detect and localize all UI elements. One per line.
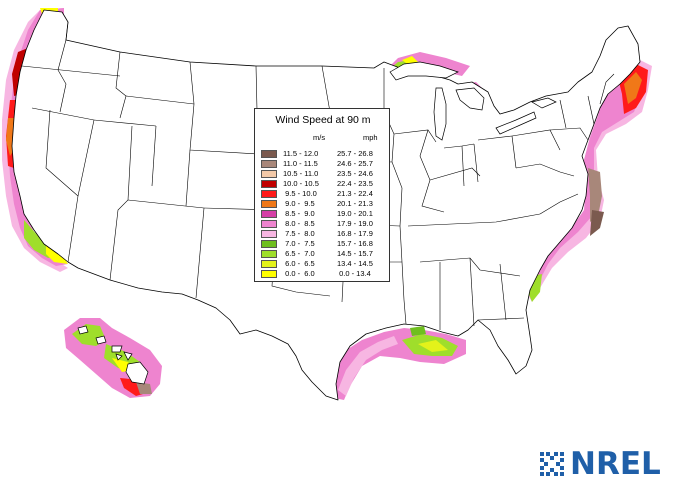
legend-mph-range: 16.8 - 17.9: [337, 229, 373, 238]
legend-swatch: [261, 270, 277, 278]
midatlantic-brown: [588, 168, 602, 222]
nc-brown: [590, 210, 604, 236]
legend-mph-range: 23.5 - 24.6: [337, 169, 373, 178]
legend-ms-range: 6.5 - 7.0: [283, 249, 315, 258]
legend-swatch: [261, 250, 277, 258]
legend-row: 6.5 - 7.0 14.5 - 15.7: [261, 249, 387, 259]
legend-ms-range: 8.0 - 8.5: [283, 219, 315, 228]
legend-ms-range: 8.5 - 9.0: [283, 209, 315, 218]
legend-mph-range: 24.6 - 25.7: [337, 159, 373, 168]
great-lakes: [389, 61, 557, 141]
legend-ms-range: 0.0 - 6.0: [283, 269, 315, 278]
legend-ms-range: 11.5 - 12.0: [283, 149, 319, 158]
nrel-grid-icon: [540, 452, 564, 476]
legend-ms-range: 11.0 - 11.5: [283, 159, 318, 168]
lake-ontario: [531, 97, 557, 109]
lake-huron: [455, 87, 485, 111]
legend-row: 10.0 - 10.5 22.4 - 23.5: [261, 179, 387, 189]
legend-swatch: [261, 210, 277, 218]
lake-erie: [495, 111, 537, 135]
gulf-light: [338, 336, 398, 396]
legend-swatch: [261, 260, 277, 268]
legend-ms-range: 7.5 - 8.0: [283, 229, 315, 238]
legend-ms-range: 10.5 - 11.0: [283, 169, 319, 178]
legend-ms-range: 7.0 - 7.5: [283, 239, 315, 248]
legend-row: 8.0 - 8.5 17.9 - 19.0: [261, 219, 387, 229]
legend-row: 8.5 - 9.0 19.0 - 20.1: [261, 209, 387, 219]
legend-row: 0.0 - 6.0 0.0 - 13.4: [261, 269, 387, 279]
legend-row: 11.0 - 11.5 24.6 - 25.7: [261, 159, 387, 169]
legend-mph-range: 0.0 - 13.4: [337, 269, 371, 278]
louisiana-yellowgreen: [418, 340, 448, 352]
legend-row: 9.0 - 9.5 20.1 - 21.3: [261, 199, 387, 209]
legend-ms-range: 10.0 - 10.5: [283, 179, 319, 188]
legend-row: 11.5 - 12.0 25.7 - 26.8: [261, 149, 387, 159]
legend-mph-range: 13.4 - 14.5: [337, 259, 373, 268]
legend-mph-range: 22.4 - 23.5: [337, 179, 373, 188]
hawaii-islands: [77, 325, 149, 385]
legend-ms-range: 6.0 - 6.5: [283, 259, 315, 268]
legend-swatch: [261, 150, 277, 158]
legend-unit-ms: m/s: [313, 133, 326, 142]
legend-swatch: [261, 240, 277, 248]
legend-row: 7.0 - 7.5 15.7 - 16.8: [261, 239, 387, 249]
legend-mph-range: 17.9 - 19.0: [337, 219, 373, 228]
gulf-of-maine-orange: [624, 72, 642, 104]
northeast-pink: [532, 66, 644, 292]
legend-row: 7.5 - 8.0 16.8 - 17.9: [261, 229, 387, 239]
lake-superior: [389, 61, 459, 81]
lake-michigan: [433, 87, 447, 141]
legend-ms-range: 9.5 - 10.0: [283, 189, 317, 198]
legend-swatch: [261, 220, 277, 228]
mississippi-green: [410, 326, 426, 336]
nrel-logo: NREL: [540, 446, 675, 482]
legend-swatch: [261, 170, 277, 178]
legend-ms-range: 9.0 - 9.5: [283, 199, 315, 208]
legend-swatch: [261, 180, 277, 188]
legend-mph-range: 21.3 - 22.4: [337, 189, 373, 198]
legend-swatch: [261, 230, 277, 238]
legend-swatch: [261, 190, 277, 198]
legend-row: 9.5 - 10.0 21.3 - 22.4: [261, 189, 387, 199]
legend-row: 10.5 - 11.0 23.5 - 24.6: [261, 169, 387, 179]
legend-swatch: [261, 160, 277, 168]
hawaii-brown: [136, 382, 152, 394]
legend-unit-mph: mph: [363, 133, 378, 142]
legend-mph-range: 25.7 - 26.8: [337, 149, 373, 158]
legend-mph-range: 14.5 - 15.7: [337, 249, 373, 258]
legend: Wind Speed at 90 m m/s mph 11.5 - 12.0 25…: [254, 108, 390, 282]
nrel-logo-text: NREL: [570, 446, 661, 482]
legend-mph-range: 15.7 - 16.8: [337, 239, 373, 248]
legend-mph-range: 19.0 - 20.1: [337, 209, 373, 218]
legend-title: Wind Speed at 90 m: [275, 114, 371, 126]
legend-mph-range: 20.1 - 21.3: [337, 199, 373, 208]
legend-swatch: [261, 200, 277, 208]
legend-row: 6.0 - 6.5 13.4 - 14.5: [261, 259, 387, 269]
